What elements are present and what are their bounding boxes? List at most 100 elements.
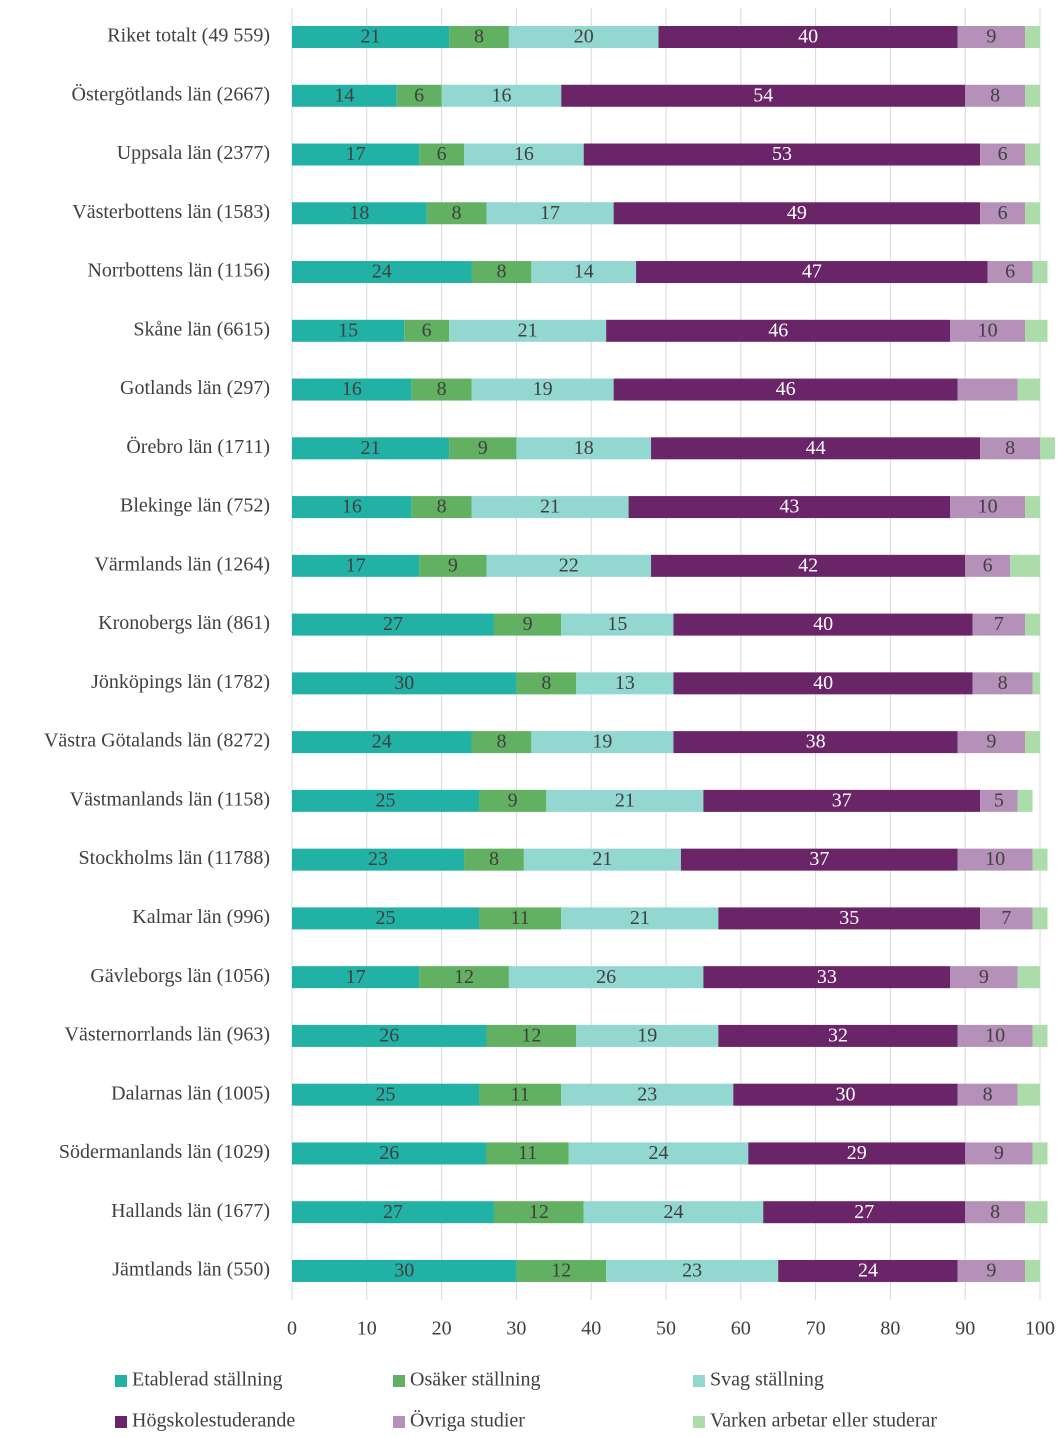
- bar-segment: [561, 1083, 734, 1106]
- bar-segment: [419, 966, 509, 989]
- y-tick-label: Uppsala län (2377): [117, 142, 270, 164]
- y-tick-label: Kronobergs län (861): [98, 612, 270, 634]
- data-label: 9: [986, 26, 996, 48]
- data-label: 21: [361, 437, 381, 459]
- data-label: 54: [753, 84, 773, 106]
- data-label: 17: [346, 554, 366, 576]
- bar-segment: [957, 848, 1033, 871]
- bar-segment: [411, 378, 472, 401]
- bar-segment: [508, 26, 659, 48]
- bar-segment: [950, 496, 1026, 519]
- legend-swatch: [393, 1416, 405, 1428]
- data-label: 19: [533, 378, 553, 400]
- data-label: 32: [828, 1025, 848, 1047]
- bar-segment: [441, 84, 562, 107]
- bar-segment: [1025, 319, 1048, 342]
- bar-segment: [292, 1201, 494, 1224]
- legend-swatch: [115, 1375, 127, 1387]
- bar-segment: [651, 554, 966, 577]
- data-label: 11: [511, 907, 530, 929]
- bar-segment: [965, 1142, 1033, 1165]
- bar-segment: [1025, 613, 1040, 636]
- x-tick-label: 100: [1025, 1318, 1055, 1340]
- bar-segment: [568, 1142, 749, 1165]
- bar-segment: [1025, 1201, 1048, 1224]
- bar-segment: [508, 966, 704, 989]
- legend-label: Högskolestuderande: [132, 1410, 295, 1432]
- bar-segment: [419, 554, 487, 577]
- data-label: 5: [994, 789, 1004, 811]
- bar-segment: [411, 496, 472, 519]
- bar-segment: [576, 672, 674, 695]
- bar-segment: [479, 907, 562, 930]
- bar-segment: [292, 437, 450, 460]
- bar-segment: [471, 378, 614, 401]
- bar-segment: [1025, 1259, 1040, 1282]
- data-label: 8: [990, 84, 1000, 106]
- data-label: 38: [806, 731, 826, 753]
- bar-segment: [957, 731, 1026, 754]
- bar-segment: [292, 202, 427, 225]
- data-label: 8: [496, 731, 506, 753]
- bar-segment: [583, 143, 981, 166]
- bar-segment: [404, 319, 450, 342]
- y-tick-label: Stockholms län (11788): [79, 847, 270, 869]
- bar-segment: [965, 554, 1011, 577]
- data-label: 21: [630, 907, 650, 929]
- data-label: 24: [372, 261, 392, 283]
- data-label: 40: [813, 672, 833, 694]
- data-label: 9: [986, 1260, 996, 1282]
- data-label: 6: [998, 143, 1008, 165]
- data-label: 24: [858, 1260, 878, 1282]
- bar-segment: [980, 143, 1026, 166]
- data-label: 8: [474, 26, 484, 48]
- bar-segment: [965, 84, 1026, 107]
- bar-segment: [426, 202, 487, 225]
- y-tick-label: Södermanlands län (1029): [59, 1141, 270, 1163]
- data-label: 6: [422, 319, 432, 341]
- data-label: 40: [813, 613, 833, 635]
- bar-segment: [1032, 907, 1048, 930]
- data-label: 18: [574, 437, 594, 459]
- x-tick-label: 60: [731, 1318, 751, 1340]
- bar-segment: [576, 1024, 719, 1047]
- bar-segment: [613, 378, 958, 401]
- data-label: 9: [478, 437, 488, 459]
- data-label: 6: [414, 84, 424, 106]
- x-tick-label: 50: [656, 1318, 676, 1340]
- data-label: 12: [521, 1025, 541, 1047]
- data-label: 35: [839, 907, 859, 929]
- bar-segment: [292, 378, 412, 401]
- data-label: 29: [847, 1142, 867, 1164]
- bar-segment: [292, 672, 517, 695]
- x-tick-label: 30: [506, 1318, 526, 1340]
- bar-segment: [763, 1201, 966, 1224]
- y-tick-label: Kalmar län (996): [132, 906, 270, 928]
- data-label: 8: [998, 672, 1008, 694]
- data-label: 26: [379, 1142, 399, 1164]
- data-label: 8: [541, 672, 551, 694]
- data-label: 37: [809, 848, 829, 870]
- data-label: 10: [978, 496, 998, 518]
- data-label: 8: [990, 1201, 1000, 1223]
- bar-segment: [1025, 731, 1040, 754]
- bar-segment: [972, 672, 1033, 695]
- bar-segment: [292, 143, 420, 166]
- data-label: 30: [394, 672, 414, 694]
- bar-segment: [1017, 1083, 1040, 1106]
- bar-segment: [292, 1259, 517, 1282]
- bar-segment: [680, 848, 958, 871]
- bar-segment: [1032, 1024, 1048, 1047]
- bar-segment: [561, 84, 966, 107]
- bar-segment: [957, 1083, 1018, 1106]
- data-label: 16: [514, 143, 534, 165]
- data-label: 8: [452, 202, 462, 224]
- bar-segment: [957, 1259, 1026, 1282]
- data-label: 12: [551, 1260, 571, 1282]
- legend-label: Övriga studier: [410, 1409, 525, 1432]
- bar-segment: [561, 907, 719, 930]
- bar-segment: [292, 26, 450, 48]
- data-label: 11: [518, 1142, 537, 1164]
- data-label: 26: [596, 966, 616, 988]
